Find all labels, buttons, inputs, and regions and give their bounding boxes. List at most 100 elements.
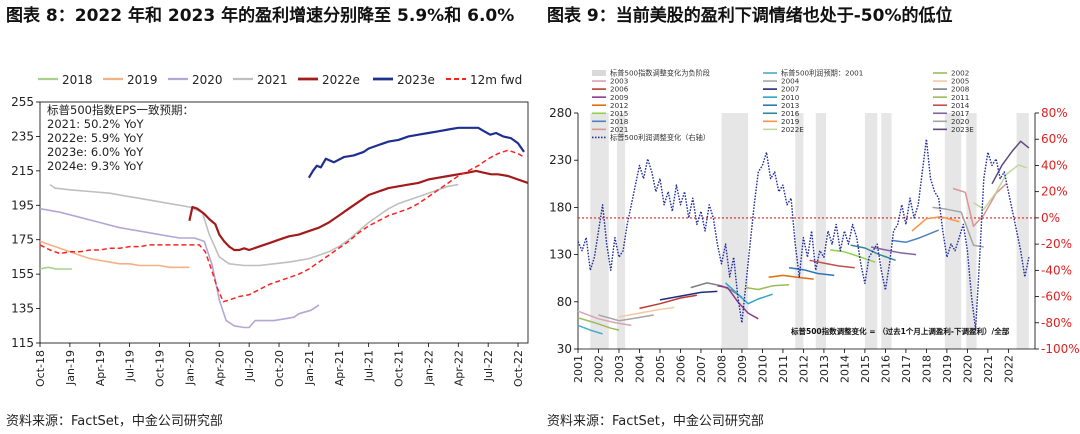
legend-item-2022e: 2022e xyxy=(298,73,360,87)
x-tick-label: 2014 xyxy=(838,355,851,383)
legend-item-2020: 2020 xyxy=(168,73,223,87)
legend-item-2019: 2019 xyxy=(103,73,158,87)
negative-period-band xyxy=(616,113,626,349)
legend-label: 2019 xyxy=(781,117,800,126)
y-tick-label: 195 xyxy=(11,198,34,212)
annotation-line: 2022e: 5.9% YoY xyxy=(47,131,144,145)
y-right-tick-label: 60% xyxy=(1041,132,1068,146)
eps-line-2002 xyxy=(577,317,620,331)
x-tick-label: 2006 xyxy=(674,355,687,383)
annotation-line: 2021: 50.2% YoY xyxy=(47,117,145,131)
y-tick-label: 235 xyxy=(11,129,34,143)
x-tick-label: Jul-22 xyxy=(482,350,495,382)
x-tick-label: Oct-22 xyxy=(512,350,525,387)
eps-line-2018 xyxy=(891,229,939,244)
legend-label: 2018 xyxy=(62,73,93,87)
legend-item-2018: 2018 xyxy=(38,73,93,87)
legend-item-2005: 2005 xyxy=(933,77,969,86)
x-tick-label: 2009 xyxy=(736,355,749,383)
y-tick-label: 115 xyxy=(11,336,34,350)
y-right-tick-label: -100% xyxy=(1041,342,1080,356)
negative-period-band xyxy=(721,113,749,349)
legend-label: 2012 xyxy=(610,101,628,110)
x-tick-label: 2011 xyxy=(777,355,790,383)
legend-label: 2016 xyxy=(781,109,800,118)
legend-label: 标普500指数调整变化为负阶段 xyxy=(610,69,710,78)
legend-label: 2011 xyxy=(951,93,969,102)
eps-line-2010 xyxy=(725,282,773,305)
legend-label: 2003 xyxy=(610,77,628,86)
eps-line-2022E xyxy=(973,164,1028,211)
legend-label: 2006 xyxy=(610,85,629,94)
legend-item-2009: 2009 xyxy=(592,93,629,102)
legend-label: 2019 xyxy=(127,73,158,87)
legend-item-2023e: 2023e xyxy=(373,73,435,87)
y-left-tick-label: 280 xyxy=(549,106,572,120)
eps-line-2014 xyxy=(809,259,855,269)
eps-line-2005 xyxy=(618,306,675,318)
y-right-tick-label: -80% xyxy=(1041,316,1072,330)
series-line-2021 xyxy=(49,183,459,267)
y-tick-label: 135 xyxy=(11,302,34,316)
x-tick-label: Oct-18 xyxy=(34,350,47,387)
x-tick-label: 2010 xyxy=(756,355,769,383)
y-right-tick-label: 0% xyxy=(1041,211,1060,225)
x-tick-label: 2008 xyxy=(715,355,728,383)
legend-label: 2015 xyxy=(610,109,628,118)
eps-line-2017 xyxy=(870,246,917,256)
legend-item-2011: 2011 xyxy=(933,93,969,102)
chart9-source: 资料来源：FactSet，中金公司研究部 xyxy=(547,414,764,429)
chart8-panel: 图表 8：2022 年和 2023 年的盈利增速分别降至 5.9%和 6.0% … xyxy=(6,6,529,429)
x-tick-label: 2018 xyxy=(920,355,933,383)
x-tick-label: Jul-19 xyxy=(124,350,137,382)
eps-line-2007 xyxy=(659,290,718,301)
x-tick-label: Jan-20 xyxy=(183,350,196,386)
y-right-tick-label: 20% xyxy=(1041,185,1068,199)
series-line-2022e xyxy=(188,169,529,252)
x-tick-label: Oct-20 xyxy=(273,350,286,387)
legend-item-2012: 2012 xyxy=(592,101,628,110)
legend-label: 2018 xyxy=(610,117,629,126)
legend-label: 2022E xyxy=(781,125,804,134)
x-tick-label: 2020 xyxy=(961,355,974,383)
legend-item-12m fwd: 12m fwd xyxy=(446,73,522,87)
eps-line-2011 xyxy=(745,284,790,291)
x-tick-label: Apr-19 xyxy=(94,350,107,386)
legend-item-2021: 2021 xyxy=(233,73,288,87)
legend-item-2015: 2015 xyxy=(592,109,628,118)
y-right-tick-label: 40% xyxy=(1041,158,1068,172)
eps-line-2019 xyxy=(911,216,960,232)
y-right-tick-label: -40% xyxy=(1041,263,1072,277)
legend-item-标普500利润预期：2001: 标普500利润预期：2001 xyxy=(763,69,863,78)
legend-item-2006: 2006 xyxy=(592,85,629,94)
legend-label: 2020 xyxy=(192,73,223,87)
y-left-tick-label: 130 xyxy=(549,248,572,262)
x-tick-label: Jul-21 xyxy=(363,350,376,382)
eps-line-2004 xyxy=(598,314,654,322)
x-tick-label: Oct-19 xyxy=(154,350,167,387)
annotation-line: 2024e: 9.3% YoY xyxy=(47,159,144,173)
legend-item-2007: 2007 xyxy=(763,85,799,94)
negative-period-band xyxy=(590,113,609,349)
x-tick-label: 2012 xyxy=(797,355,810,383)
eps-line-2012 xyxy=(768,274,814,280)
chart8-source: 资料来源：FactSet，中金公司研究部 xyxy=(6,414,223,429)
annotation-line: 2023e: 6.0% YoY xyxy=(47,145,144,159)
series-line-2020 xyxy=(39,207,320,329)
legend-item-2010: 2010 xyxy=(763,93,800,102)
legend-label: 2021 xyxy=(257,73,288,87)
x-tick-label: 2004 xyxy=(633,355,646,383)
legend-label: 2017 xyxy=(951,109,969,118)
legend-label: 2008 xyxy=(951,85,970,94)
y-left-tick-label: 180 xyxy=(549,200,572,214)
x-tick-label: 2022 xyxy=(1002,355,1015,383)
x-tick-label: 2013 xyxy=(818,355,831,383)
negative-period-band xyxy=(815,113,826,349)
y-tick-label: 255 xyxy=(11,95,34,109)
legend-item-2004: 2004 xyxy=(763,77,800,86)
legend-label: 2004 xyxy=(781,77,800,86)
negative-period-band xyxy=(1016,113,1029,349)
chart8-svg: 2018 2019 2020 2021 2022e 2023e 12m fwd 115 135 1… xyxy=(11,73,529,387)
negative-period-band xyxy=(881,113,892,349)
